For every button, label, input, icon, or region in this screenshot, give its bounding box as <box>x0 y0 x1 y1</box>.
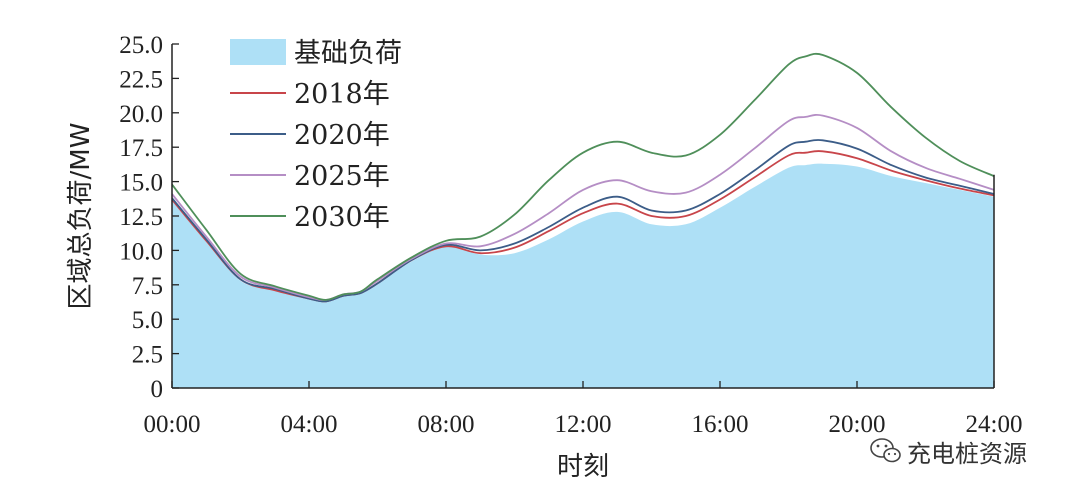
series-line-2020 <box>171 139 995 303</box>
watermark: 充电桩资源 <box>870 438 1027 468</box>
x-tick-label: 16:00 <box>692 411 749 438</box>
legend-label: 2025年 <box>294 161 390 192</box>
y-tick-label: 10.0 <box>119 238 163 265</box>
y-tick-label: 7.5 <box>132 273 163 300</box>
series-line-2030 <box>171 52 995 301</box>
x-ticks: 00:00 04:00 08:00 12:00 16:00 20:00 24:00 <box>144 381 1023 438</box>
y-tick-label: 5.0 <box>132 307 163 334</box>
x-axis-title: 时刻 <box>557 452 609 482</box>
x-tick-label: 00:00 <box>144 411 201 438</box>
x-tick-label: 24:00 <box>966 411 1023 438</box>
legend-swatch-area <box>230 39 286 65</box>
y-tick-label: 2.5 <box>132 342 163 369</box>
x-tick-label: 04:00 <box>281 411 338 438</box>
y-tick-label: 25.0 <box>119 32 163 59</box>
legend-label: 2030年 <box>294 202 390 233</box>
watermark-text: 充电桩资源 <box>907 440 1027 468</box>
y-tick-label: 17.5 <box>119 135 163 162</box>
y-tick-label: 12.5 <box>119 204 163 231</box>
wechat-icon <box>870 438 901 463</box>
legend-label: 基础负荷 <box>294 38 402 69</box>
y-tick-label: 20.0 <box>119 101 163 128</box>
y-axis-title: 区域总负荷/MW <box>66 123 96 310</box>
legend: 基础负荷 2018年 2020年 2025年 2030年 <box>230 38 402 233</box>
y-ticks: 0 2.5 5.0 7.5 10.0 12.5 15.0 17.5 20.0 22.5 25.0 <box>119 32 179 403</box>
y-tick-label: 15.0 <box>119 170 163 197</box>
x-tick-label: 08:00 <box>418 411 475 438</box>
legend-label: 2018年 <box>294 79 390 110</box>
x-tick-label: 12:00 <box>555 411 612 438</box>
plot-area <box>171 52 995 388</box>
series-area-base-load <box>172 163 994 388</box>
legend-label: 2020年 <box>294 120 390 151</box>
x-tick-label: 20:00 <box>829 411 886 438</box>
y-tick-label: 0 <box>151 376 164 403</box>
y-tick-label: 22.5 <box>119 66 163 93</box>
